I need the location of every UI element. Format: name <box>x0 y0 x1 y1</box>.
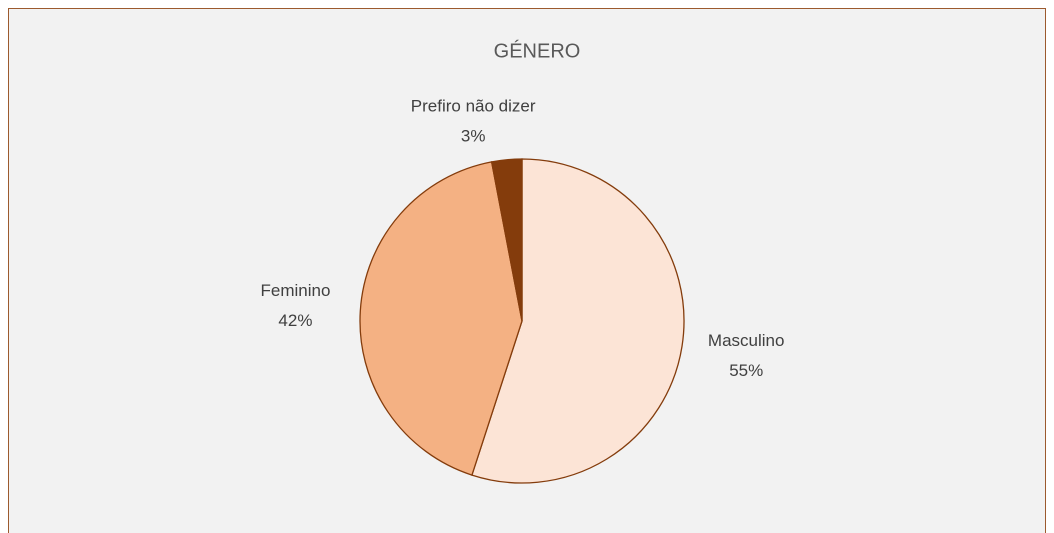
slice-value-label: 42% <box>278 311 312 330</box>
slice-label: Masculino <box>708 331 785 350</box>
pie-slice <box>471 158 685 484</box>
slice-value-label: 3% <box>461 126 486 145</box>
pie-slice <box>490 158 523 322</box>
slice-label: Prefiro não dizer <box>411 96 536 115</box>
chart-title: GÉNERO <box>494 39 581 62</box>
slice-label: Feminino <box>260 281 330 300</box>
slice-value-label: 55% <box>729 361 763 380</box>
pie-slice <box>359 161 523 476</box>
